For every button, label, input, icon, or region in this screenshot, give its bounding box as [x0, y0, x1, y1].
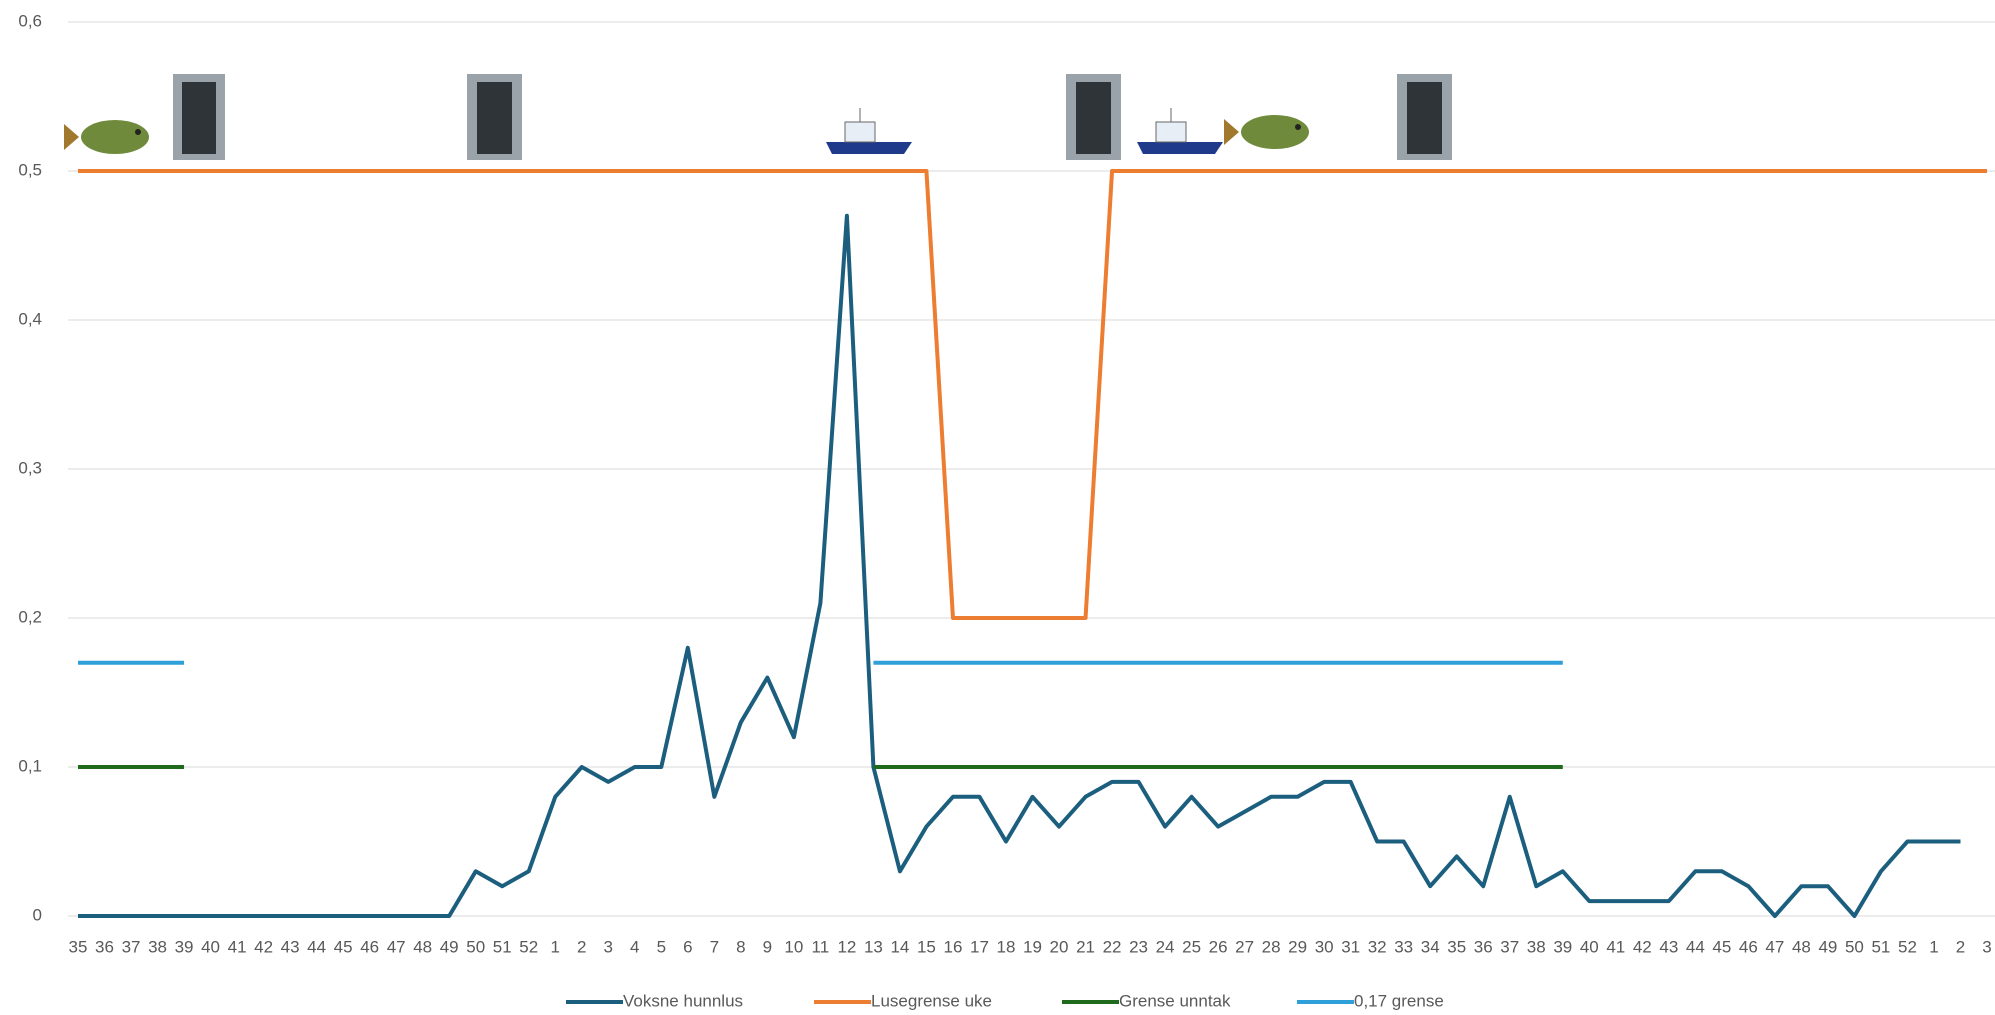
- x-tick-label: 20: [1050, 937, 1069, 956]
- plot: 00,10,20,30,40,50,635 36 37 38 39 40 41 42 43 44 4…: [18, 11, 1995, 1010]
- x-tick-label: 45: [334, 937, 353, 956]
- fish-icon: [64, 120, 149, 154]
- y-tick-label: 0,4: [18, 309, 42, 328]
- x-tick-label: 42: [1633, 937, 1652, 956]
- x-tick-label: 2: [1956, 937, 1965, 956]
- x-tick-label: 11: [812, 937, 830, 956]
- x-tick-label: 40: [201, 937, 220, 956]
- legend-label: Lusegrense uke: [871, 991, 992, 1010]
- x-tick-label: 47: [387, 937, 406, 956]
- x-tick-label: 36: [95, 937, 114, 956]
- device-icon: [1397, 74, 1452, 160]
- x-tick-label: 49: [1818, 937, 1837, 956]
- x-tick-label: 23: [1129, 937, 1148, 956]
- x-tick-label: 25: [1182, 937, 1201, 956]
- x-tick-label: 14: [890, 937, 909, 956]
- x-tick-label: 49: [440, 937, 459, 956]
- x-tick-label: 17: [970, 937, 989, 956]
- legend-label: Grense unntak: [1119, 991, 1231, 1010]
- x-tick-label: 13: [864, 937, 883, 956]
- x-tick-label: 29: [1288, 937, 1307, 956]
- x-tick-label: 8: [736, 937, 745, 956]
- series-line: [78, 169, 1987, 620]
- x-tick-label: 21: [1076, 937, 1095, 956]
- y-tick-label: 0,1: [18, 756, 42, 775]
- x-tick-label: 5: [657, 937, 666, 956]
- device-icon: [173, 74, 225, 160]
- icons: [64, 74, 1452, 160]
- x-tick-label: 37: [1500, 937, 1519, 956]
- x-tick-label: 32: [1368, 937, 1387, 956]
- x-tick-label: 18: [997, 937, 1016, 956]
- x-tick-label: 30: [1315, 937, 1334, 956]
- x-tick-label: 38: [148, 937, 167, 956]
- x-tick-label: 37: [122, 937, 141, 956]
- x-tick-label: 2: [577, 937, 586, 956]
- series-line: [78, 213, 1961, 918]
- x-tick-label: 38: [1527, 937, 1546, 956]
- x-tick-label: 51: [493, 937, 512, 956]
- x-tick-label: 28: [1262, 937, 1281, 956]
- x-tick-label: 36: [1474, 937, 1493, 956]
- x-tick-label: 43: [281, 937, 300, 956]
- x-tick-label: 1: [551, 937, 560, 956]
- x-tick-label: 39: [1553, 937, 1572, 956]
- x-tick-label: 26: [1209, 937, 1228, 956]
- x-tick-label: 1: [1929, 937, 1938, 956]
- boat-icon: [1137, 108, 1223, 154]
- x-tick-label: 43: [1659, 937, 1678, 956]
- y-tick-label: 0,6: [18, 11, 42, 30]
- fish-icon: [1224, 115, 1309, 149]
- x-tick-label: 48: [1792, 937, 1811, 956]
- x-tick-label: 16: [943, 937, 962, 956]
- x-tick-label: 22: [1103, 937, 1122, 956]
- legend-label: 0,17 grense: [1354, 991, 1444, 1010]
- x-tick-label: 47: [1765, 937, 1784, 956]
- y-tick-label: 0,2: [18, 607, 42, 626]
- x-tick-label: 44: [1686, 937, 1705, 956]
- x-tick-label: 42: [254, 937, 273, 956]
- x-tick-label: 35: [1447, 937, 1466, 956]
- x-tick-label: 41: [1606, 937, 1625, 956]
- device-icon: [1066, 74, 1121, 160]
- x-tick-label: 39: [175, 937, 194, 956]
- legend-label: Voksne hunnlus: [623, 991, 743, 1010]
- x-tick-label: 45: [1712, 937, 1731, 956]
- x-tick-label: 19: [1023, 937, 1042, 956]
- x-tick-label: 12: [837, 937, 856, 956]
- x-tick-label: 51: [1871, 937, 1890, 956]
- x-tick-label: 34: [1421, 937, 1440, 956]
- x-tick-label: 33: [1394, 937, 1413, 956]
- y-tick-label: 0: [33, 905, 42, 924]
- x-tick-label: 24: [1156, 937, 1175, 956]
- y-tick-label: 0,3: [18, 458, 42, 477]
- x-tick-label: 52: [1898, 937, 1917, 956]
- x-tick-label: 50: [466, 937, 485, 956]
- x-tick-label: 48: [413, 937, 432, 956]
- x-tick-label: 40: [1580, 937, 1599, 956]
- x-tick-label: 9: [763, 937, 772, 956]
- x-tick-label: 6: [683, 937, 692, 956]
- x-tick-label: 10: [784, 937, 803, 956]
- x-tick-label: 52: [519, 937, 538, 956]
- x-tick-label: 44: [307, 937, 326, 956]
- y-tick-label: 0,5: [18, 160, 42, 179]
- x-tick-label: 7: [710, 937, 719, 956]
- x-tick-label: 46: [360, 937, 379, 956]
- x-tick-label: 31: [1341, 937, 1360, 956]
- device-icon: [467, 74, 522, 160]
- x-tick-label: 15: [917, 937, 936, 956]
- x-tick-label: 3: [604, 937, 613, 956]
- x-tick-label: 46: [1739, 937, 1758, 956]
- x-tick-label: 27: [1235, 937, 1254, 956]
- x-tick-label: 41: [228, 937, 247, 956]
- x-tick-label: 35: [69, 937, 88, 956]
- x-tick-label: 50: [1845, 937, 1864, 956]
- x-tick-label: 4: [630, 937, 639, 956]
- boat-icon: [826, 108, 912, 154]
- x-tick-label: 3: [1982, 937, 1991, 956]
